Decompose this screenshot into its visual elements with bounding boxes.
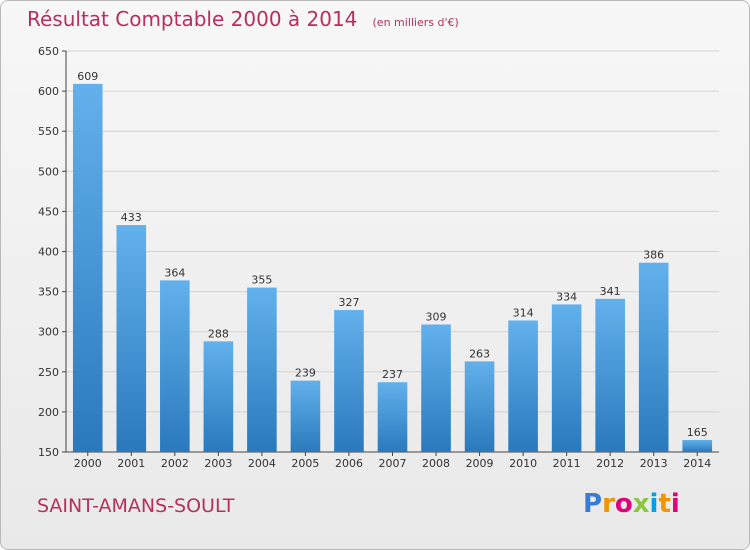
- bar: [290, 380, 321, 452]
- logo-letter: i: [670, 489, 680, 519]
- bar-value-label: 341: [600, 285, 621, 298]
- bar-value-label: 314: [513, 306, 534, 319]
- proxiti-logo: Proxiti: [583, 489, 680, 519]
- logo-letter: t: [658, 489, 671, 519]
- x-tick-label: 2003: [204, 457, 232, 470]
- bar-value-label: 165: [687, 426, 708, 439]
- chart-subtitle: (en milliers d'€): [372, 16, 459, 29]
- y-tick-label: 150: [38, 446, 59, 459]
- x-tick-label: 2000: [74, 457, 102, 470]
- x-tick-label: 2010: [509, 457, 537, 470]
- x-tick-label: 2005: [291, 457, 319, 470]
- bar: [116, 225, 147, 452]
- x-tick-label: 2007: [379, 457, 407, 470]
- logo-letter: i: [649, 489, 659, 519]
- bar: [595, 298, 625, 452]
- y-tick-label: 250: [38, 366, 59, 379]
- bar-value-label: 327: [338, 296, 359, 309]
- y-tick-label: 350: [38, 286, 59, 299]
- logo-letter: x: [632, 489, 650, 519]
- bar-value-label: 309: [426, 310, 447, 323]
- x-tick-label: 2001: [117, 457, 145, 470]
- bar-value-label: 609: [77, 70, 98, 83]
- bar: [334, 310, 364, 452]
- y-tick-label: 450: [38, 205, 59, 218]
- y-tick-label: 650: [38, 45, 59, 58]
- bar-value-label: 288: [208, 327, 229, 340]
- bar-value-label: 263: [469, 347, 490, 360]
- bar-value-label: 239: [295, 367, 316, 380]
- bar: [508, 320, 538, 452]
- chart-title: Résultat Comptable 2000 à 2014: [27, 7, 358, 31]
- bar-value-label: 386: [643, 249, 664, 262]
- x-tick-label: 2006: [335, 457, 363, 470]
- bar-value-label: 433: [121, 211, 142, 224]
- bar: [72, 83, 103, 452]
- x-tick-label: 2014: [683, 457, 711, 470]
- y-tick-label: 500: [38, 165, 59, 178]
- commune-name: SAINT-AMANS-SOULT: [37, 495, 235, 517]
- x-tick-label: 2013: [640, 457, 668, 470]
- y-tick-label: 600: [38, 85, 59, 98]
- bar: [160, 280, 190, 452]
- bar: [247, 287, 277, 452]
- logo-letter: P: [583, 489, 603, 519]
- logo-letter: r: [602, 489, 615, 519]
- y-tick-label: 400: [38, 246, 59, 259]
- bar: [203, 341, 234, 452]
- bar-value-label: 237: [382, 368, 403, 381]
- bar-value-label: 364: [164, 266, 185, 279]
- logo-letter: o: [614, 489, 633, 519]
- x-tick-label: 2008: [422, 457, 450, 470]
- bar: [464, 361, 495, 452]
- bar: [377, 382, 408, 452]
- bar: [682, 439, 713, 452]
- y-tick-label: 550: [38, 125, 59, 138]
- x-tick-label: 2009: [466, 457, 494, 470]
- y-tick-label: 300: [38, 326, 59, 339]
- bar: [638, 262, 669, 452]
- bar: [551, 304, 582, 452]
- bar-value-label: 355: [251, 274, 272, 287]
- x-tick-label: 2002: [161, 457, 189, 470]
- x-tick-label: 2011: [553, 457, 581, 470]
- x-tick-label: 2004: [248, 457, 276, 470]
- x-tick-label: 2012: [596, 457, 624, 470]
- bar: [421, 324, 451, 452]
- y-tick-label: 200: [38, 406, 59, 419]
- chart-title-block: Résultat Comptable 2000 à 2014 (en milli…: [27, 7, 459, 31]
- bar-value-label: 334: [556, 290, 577, 303]
